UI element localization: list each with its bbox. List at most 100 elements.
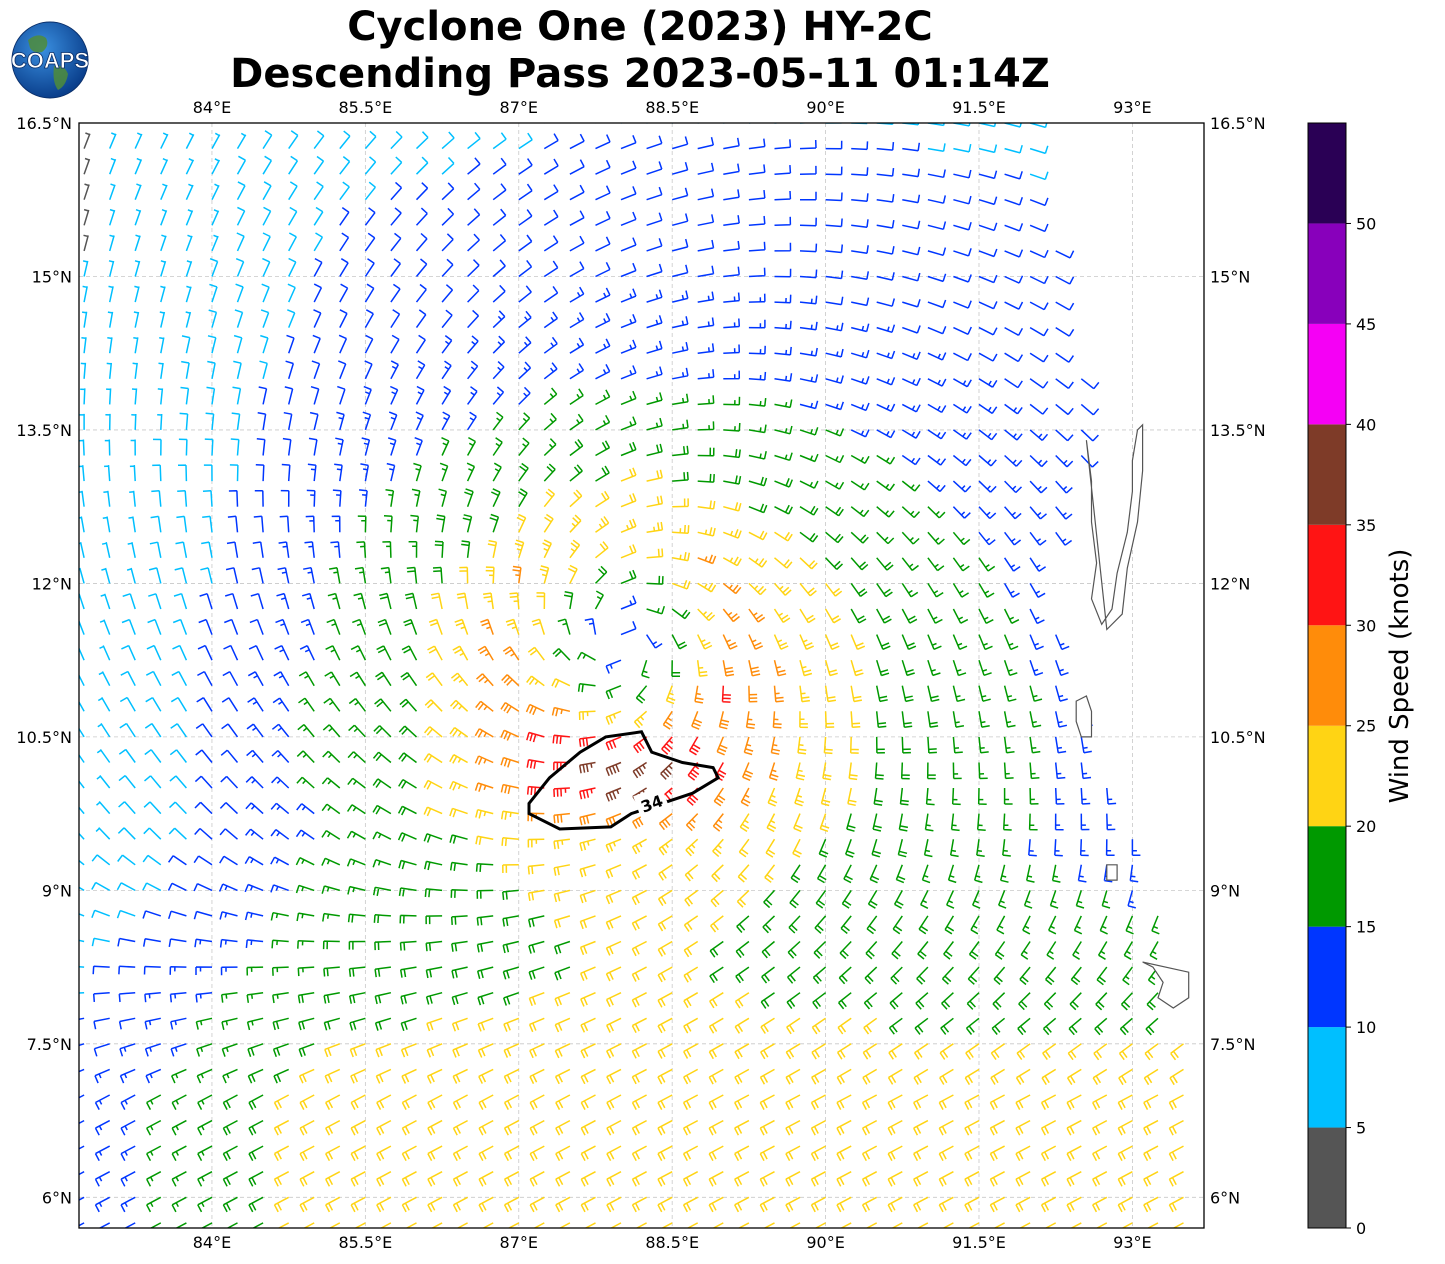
wind-barb xyxy=(1004,352,1024,363)
wind-barb xyxy=(697,123,701,124)
wind-barb xyxy=(492,462,502,482)
wind-barb xyxy=(569,363,585,380)
wind-barb xyxy=(131,388,138,405)
wind-barb xyxy=(697,634,713,650)
wind-barb xyxy=(326,618,341,635)
wind-barb xyxy=(672,551,691,562)
wind-barb xyxy=(246,1017,264,1031)
wind-barb xyxy=(400,1043,417,1058)
wind-barb xyxy=(79,1196,85,1201)
wind-barb xyxy=(799,374,819,383)
wind-barb xyxy=(748,345,766,355)
wind-barb xyxy=(620,365,637,380)
wind-barb xyxy=(1055,634,1070,651)
wind-barb xyxy=(973,864,983,884)
wind-barb xyxy=(773,660,787,677)
wind-barb xyxy=(620,135,637,150)
wind-barb xyxy=(851,141,869,151)
wind-barb xyxy=(1029,197,1049,207)
wind-barb xyxy=(248,1145,264,1162)
wind-barb xyxy=(364,181,376,201)
wind-barb xyxy=(914,1017,929,1035)
wind-barb xyxy=(490,488,501,508)
wind-barb xyxy=(1042,1017,1057,1036)
wind-barb xyxy=(605,992,622,1008)
wind-barb xyxy=(170,723,188,738)
wind-barb xyxy=(385,488,395,507)
wind-barb xyxy=(1029,634,1044,651)
wind-barb xyxy=(620,621,637,636)
wind-barb xyxy=(116,909,136,919)
wind-barb xyxy=(348,966,366,977)
wind-barb xyxy=(380,566,392,584)
wind-barb xyxy=(810,1171,826,1187)
wind-barb xyxy=(246,991,264,1003)
wind-barb xyxy=(887,1119,903,1136)
wind-barb xyxy=(313,232,324,252)
wind-barb xyxy=(323,991,340,1004)
wind-barb xyxy=(200,567,213,584)
wind-barb xyxy=(850,402,870,412)
wind-barb xyxy=(171,1094,187,1110)
wind-barb xyxy=(423,753,443,764)
wind-barb xyxy=(79,1043,85,1047)
wind-barb xyxy=(135,123,137,124)
wind-barb xyxy=(146,1145,162,1162)
wind-barb xyxy=(257,412,267,431)
colorbar-bin xyxy=(1308,725,1346,827)
wind-barb xyxy=(672,264,689,278)
wind-barb xyxy=(620,237,637,252)
wind-barb xyxy=(760,992,775,1009)
wind-barb xyxy=(356,541,367,558)
wind-barb xyxy=(144,722,162,738)
wind-barb xyxy=(383,515,393,533)
wind-barb xyxy=(899,787,909,806)
wind-barb xyxy=(713,787,726,807)
wind-barb xyxy=(278,541,290,558)
wind-barb xyxy=(146,1171,162,1187)
wind-barb xyxy=(788,1222,801,1228)
wind-barb xyxy=(185,132,195,149)
wind-barb xyxy=(990,1043,1006,1061)
wind-barb xyxy=(119,1043,136,1057)
wind-barb xyxy=(236,155,247,175)
wind-barb xyxy=(518,336,532,354)
wind-barb xyxy=(837,1017,852,1035)
wind-barb xyxy=(723,215,740,227)
wind-barb xyxy=(492,437,503,456)
wind-barb xyxy=(657,915,673,932)
wind-barb xyxy=(386,462,396,482)
wind-barb xyxy=(718,711,730,730)
wind-barb xyxy=(646,135,663,150)
wind-barb xyxy=(620,416,637,431)
wind-barb xyxy=(605,966,622,982)
wind-barb xyxy=(310,385,320,405)
axis-ticks: 84°E84°E85.5°E85.5°E87°E87°E88.5°E88.5°E… xyxy=(16,98,1265,1252)
wind-barb xyxy=(328,1222,341,1228)
wind-barb xyxy=(553,812,570,824)
wind-barb xyxy=(1004,506,1022,520)
wind-barb xyxy=(102,516,111,533)
wind-barb xyxy=(989,1171,1005,1187)
colorbar-bin xyxy=(1308,524,1346,626)
wind-barb xyxy=(799,453,819,463)
wind-barb xyxy=(142,882,162,892)
wind-barb xyxy=(825,166,843,176)
wind-barb xyxy=(222,1068,238,1084)
wind-barb xyxy=(631,940,647,957)
wind-barb xyxy=(876,480,896,492)
wind-barb xyxy=(492,335,506,354)
wind-barb xyxy=(1017,1017,1031,1036)
wind-barb xyxy=(901,711,913,728)
wind-barb xyxy=(390,207,402,226)
colorbar-bin xyxy=(1308,1127,1346,1228)
wind-barb xyxy=(503,1196,520,1213)
wind-barb xyxy=(748,476,768,487)
wind-barb xyxy=(79,1145,85,1150)
wind-barb xyxy=(774,557,793,569)
wind-barb xyxy=(723,396,741,406)
wind-barb xyxy=(169,749,187,763)
wind-barb xyxy=(913,1196,929,1213)
wind-barb xyxy=(1118,1068,1133,1086)
wind-barb xyxy=(1029,352,1049,363)
